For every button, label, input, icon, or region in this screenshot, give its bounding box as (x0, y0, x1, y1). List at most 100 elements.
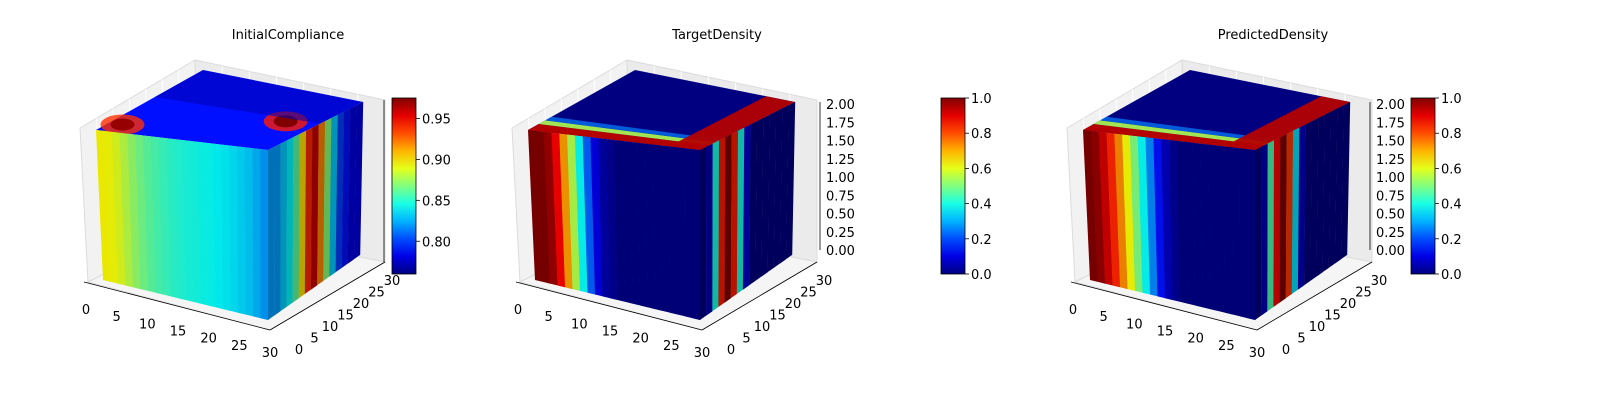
side-face-strip (1255, 146, 1262, 320)
front-face-strip (158, 137, 171, 297)
y-tick-label: 10 (1309, 320, 1326, 335)
front-face-strip (1208, 144, 1218, 311)
y-tick-label: 30 (384, 274, 401, 289)
x-tick-label: 20 (1187, 332, 1204, 347)
side-face-strip (1328, 108, 1338, 268)
side-face-strip (761, 114, 770, 277)
x-tick-label: 5 (1100, 310, 1108, 325)
front-face-strip (559, 133, 573, 290)
x-tick-label: 30 (694, 346, 711, 361)
colorbar-tick-label: 0.80 (422, 235, 451, 250)
front-face-strip (127, 133, 141, 290)
x-tick-label: 0 (1069, 303, 1077, 318)
x-tick-label: 10 (571, 317, 588, 332)
colorbar-tick-label: 0.4 (1441, 198, 1462, 213)
front-face-strip (1176, 140, 1188, 304)
front-face-strip (221, 144, 231, 311)
front-face-strip (1106, 132, 1121, 288)
colorbar-tick-label: 0.2 (971, 233, 992, 248)
y-tick-label: 15 (1324, 309, 1341, 324)
front-face-strip (96, 130, 111, 282)
side-face-strip (706, 143, 713, 316)
top-density-band (1224, 96, 1350, 150)
z-tick-label: 0.75 (826, 189, 855, 204)
z-tick-label: 0.00 (826, 244, 855, 259)
side-face-strip (736, 127, 745, 294)
side-face-strip (341, 108, 351, 268)
x-tick-label: 10 (1126, 317, 1143, 332)
side-face-strip (286, 137, 294, 307)
z-tick-label: 1.25 (1376, 153, 1405, 168)
front-face-strip (1145, 137, 1158, 297)
side-face-strip (1310, 117, 1319, 282)
z-tick-label: 2.00 (1376, 98, 1405, 113)
chart-title: TargetDensity (671, 28, 762, 43)
front-face-strip (551, 132, 566, 288)
y-tick-label: 5 (1297, 332, 1305, 347)
x-axis-line (1070, 281, 1258, 331)
front-face-strip (1192, 142, 1203, 308)
y-tick-label: 5 (742, 332, 750, 347)
y-tick-label: 15 (769, 309, 786, 324)
side-face-strip (268, 146, 275, 320)
side-face-strip (353, 101, 364, 260)
x-axis-line (515, 281, 703, 331)
front-face-strip (1215, 145, 1226, 313)
x-tick-label: 5 (113, 310, 121, 325)
front-face-strip (103, 130, 119, 284)
side-face-strip (310, 124, 319, 290)
z-tick-label: 0.50 (1376, 208, 1405, 223)
y-tick-label: 25 (1355, 286, 1372, 301)
side-face-strip (730, 130, 739, 299)
top-density-band (1083, 124, 1265, 150)
y-tick-label: 10 (322, 320, 339, 335)
subplot-predicted-density: 0 5 10 15 20 25 30 0510152025300.000.250.500.75… (1066, 28, 1462, 361)
top-density-band (1093, 120, 1271, 146)
side-face-strip (1285, 130, 1294, 299)
front-face-strip (660, 145, 671, 313)
side-face-strip (298, 130, 307, 299)
y-axis-line (269, 261, 386, 331)
side-face-strip (773, 108, 783, 268)
chart-title: PredictedDensity (1218, 28, 1329, 43)
front-face-strip (535, 130, 551, 284)
front-face-strip (1247, 149, 1256, 321)
side-face-strip (323, 117, 332, 282)
y-tick-label: 25 (368, 286, 385, 301)
front-face-strip (1169, 140, 1181, 302)
front-face-strip (182, 140, 194, 302)
front-face-strip (1231, 147, 1241, 317)
x-tick-label: 20 (200, 332, 217, 347)
y-tick-label: 0 (727, 343, 735, 358)
top-face-shade (154, 70, 363, 124)
front-face-strip (676, 147, 686, 317)
front-face-strip (119, 132, 134, 288)
y-tick-label: 15 (337, 309, 354, 324)
y-tick-label: 20 (353, 297, 370, 312)
side-face-strip (1322, 111, 1332, 273)
side-face-strip (1261, 143, 1268, 316)
x-tick-label: 25 (1218, 339, 1235, 354)
chart-title: InitialCompliance (232, 28, 345, 43)
y-tick-label: 25 (800, 286, 817, 301)
colorbar-tick-label: 0.0 (971, 268, 992, 283)
side-face-strip (1279, 133, 1287, 303)
side-face-strip (280, 140, 288, 312)
colorbar-tick-label: 0.4 (971, 198, 992, 213)
y-axis-line (1256, 261, 1373, 331)
front-face-strip (684, 148, 693, 319)
front-face-strip (142, 135, 156, 293)
side-face-strip (785, 101, 796, 260)
x-tick-label: 25 (663, 339, 680, 354)
x-tick-label: 30 (1249, 346, 1266, 361)
front-face-strip (1200, 143, 1211, 310)
colorbar-tick-label: 0.2 (1441, 233, 1462, 248)
front-face-strip (582, 136, 596, 295)
front-face-strip (574, 135, 588, 293)
top-hotspot (110, 118, 135, 131)
front-face-strip (1114, 133, 1128, 290)
front-face-strip (1083, 130, 1098, 282)
z-tick-label: 1.00 (826, 171, 855, 186)
front-face-strip (213, 143, 224, 310)
